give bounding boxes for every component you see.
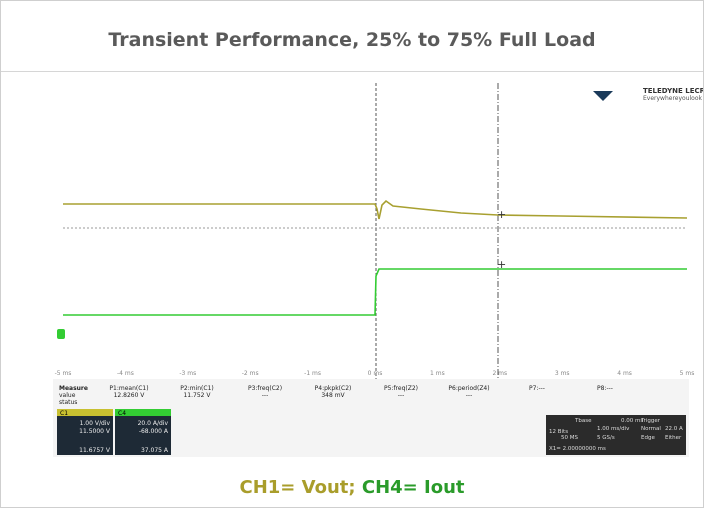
param-value: --- (262, 392, 269, 399)
measure-row: status (59, 399, 77, 406)
time-label: 3 ms (555, 370, 570, 377)
timebase-mode: Normal (641, 426, 661, 432)
vout-trace (63, 199, 688, 220)
timebase-level: 22.0 A (665, 426, 683, 432)
timebase-tdiv: 1.00 ms/div (597, 426, 630, 432)
cursor-cross: + (497, 208, 506, 221)
timebase-slope: Either (665, 435, 682, 441)
channel-cursor: 11.6757 V (79, 447, 111, 454)
channel-offset: -68.000 A (139, 428, 169, 435)
timebase-box (546, 415, 686, 455)
param-value: 348 mV (321, 392, 345, 399)
timebase-label: Tbase (574, 418, 592, 424)
measure-row: value (59, 392, 76, 399)
scope-screen: + + -5 ms -4 ms -3 ms -2 ms -1 ms 0 ms 1 ms 2 m… (53, 81, 703, 457)
param-name: P4:pkpk(C2) (315, 385, 352, 392)
param-name: P8:--- (597, 385, 613, 392)
time-label: 4 ms (617, 370, 632, 377)
channel-box (57, 409, 113, 455)
timebase-bits: 12 Bits (549, 429, 568, 435)
channel-scale: 1.00 V/div (80, 420, 111, 427)
param-value: --- (398, 392, 405, 399)
channel-name: C4 (118, 410, 126, 417)
channel-name: C1 (60, 410, 68, 417)
timebase-rate: 5 GS/s (597, 435, 615, 441)
time-labels: -5 ms -4 ms -3 ms -2 ms -1 ms 0 ms 1 ms 2 ms 3 m… (55, 370, 695, 377)
param-value: 11.752 V (183, 392, 211, 399)
time-label: 1 ms (430, 370, 445, 377)
param-name: P5:freq(Z2) (384, 385, 418, 392)
iout-trace (63, 268, 687, 316)
time-label: -2 ms (242, 370, 259, 377)
time-label: 0 ms (368, 370, 383, 377)
caption: CH1= Vout; CH4= Iout (1, 477, 703, 498)
param-value: 12.8260 V (114, 392, 146, 399)
title: Transient Performance, 25% to 75% Full L… (108, 29, 596, 51)
caption-iout: CH4= Iout (361, 477, 465, 498)
timebase-trigger: Trigger (640, 418, 661, 424)
channel-scale: 20.0 A/div (138, 420, 169, 427)
timebase-type: Edge (641, 435, 655, 441)
ch4-marker (57, 329, 65, 339)
time-label: 5 ms (680, 370, 695, 377)
param-value: --- (466, 392, 473, 399)
timebase-cursor: X1= 2.00000000 ms (549, 446, 606, 452)
channel-cursor: 37.075 A (141, 447, 169, 454)
time-label: -4 ms (117, 370, 134, 377)
measure-header: Measure (59, 385, 88, 392)
time-label: -1 ms (304, 370, 321, 377)
timebase-samples: 50 MS (561, 435, 578, 441)
channel-tab (115, 409, 171, 416)
cursor-cross: + (497, 258, 506, 271)
time-label: -3 ms (179, 370, 196, 377)
channel-offset: 11.5000 V (79, 428, 111, 435)
timebase-delay: 0.00 ms (621, 418, 643, 424)
brand: TELEDYNE LECROY (643, 87, 703, 95)
time-label: -5 ms (55, 370, 72, 377)
channel-box (115, 409, 171, 455)
tagline: Everywhereyoulook (643, 95, 703, 102)
param-name: P1:mean(C1) (109, 385, 148, 392)
logo (593, 91, 613, 101)
param-name: P6:period(Z4) (448, 385, 489, 392)
param-name: P7:--- (529, 385, 545, 392)
caption-vout: CH1= Vout; (239, 477, 356, 498)
separator (1, 71, 703, 72)
param-name: P2:min(C1) (180, 385, 213, 392)
time-label: 2 ms (492, 370, 507, 377)
channel-tab (57, 409, 113, 416)
param-name: P3:freq(C2) (248, 385, 282, 392)
params: P1:mean(C1)12.8260 V P2:min(C1)11.752 V P3… (109, 385, 613, 399)
